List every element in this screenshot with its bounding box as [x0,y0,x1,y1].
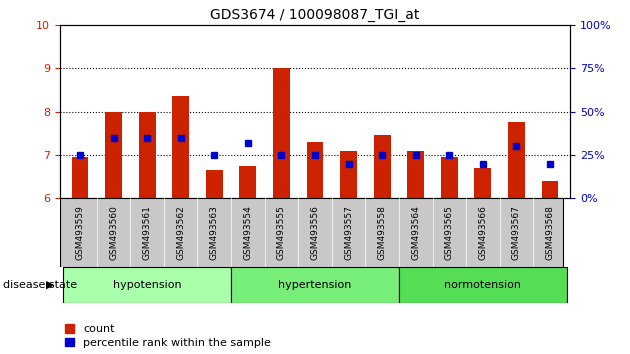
Text: GSM493557: GSM493557 [344,205,353,260]
Text: GSM493554: GSM493554 [243,205,253,260]
Text: hypotension: hypotension [113,280,181,290]
Bar [542,181,558,198]
Bar [508,122,525,198]
Text: GSM493566: GSM493566 [478,205,488,260]
Bar [399,267,567,303]
Text: GSM493563: GSM493563 [210,205,219,260]
Text: GSM493555: GSM493555 [277,205,286,260]
Bar [239,166,256,198]
Text: GSM493558: GSM493558 [377,205,387,260]
Text: GSM493568: GSM493568 [546,205,554,260]
Text: GSM493559: GSM493559 [76,205,84,260]
Text: GSM493556: GSM493556 [311,205,319,260]
Bar [307,142,323,198]
Text: GSM493562: GSM493562 [176,205,185,260]
Text: GSM493561: GSM493561 [142,205,152,260]
Bar [63,267,231,303]
Bar [105,112,122,198]
Bar [139,112,156,198]
Bar [474,168,491,198]
Bar [441,157,457,198]
Text: GSM493567: GSM493567 [512,205,521,260]
Bar [206,170,222,198]
Bar [273,68,290,198]
Text: GSM493565: GSM493565 [445,205,454,260]
Legend: count, percentile rank within the sample: count, percentile rank within the sample [66,324,271,348]
Bar [374,135,391,198]
Text: GSM493564: GSM493564 [411,205,420,260]
Text: disease state: disease state [3,280,77,290]
Text: normotension: normotension [444,280,522,290]
Bar [408,150,424,198]
Text: GSM493560: GSM493560 [109,205,118,260]
Text: ▶: ▶ [46,280,55,290]
Bar [173,96,189,198]
Text: hypertension: hypertension [278,280,352,290]
Bar [231,267,399,303]
Bar [340,150,357,198]
Title: GDS3674 / 100098087_TGI_at: GDS3674 / 100098087_TGI_at [210,8,420,22]
Bar [72,157,88,198]
